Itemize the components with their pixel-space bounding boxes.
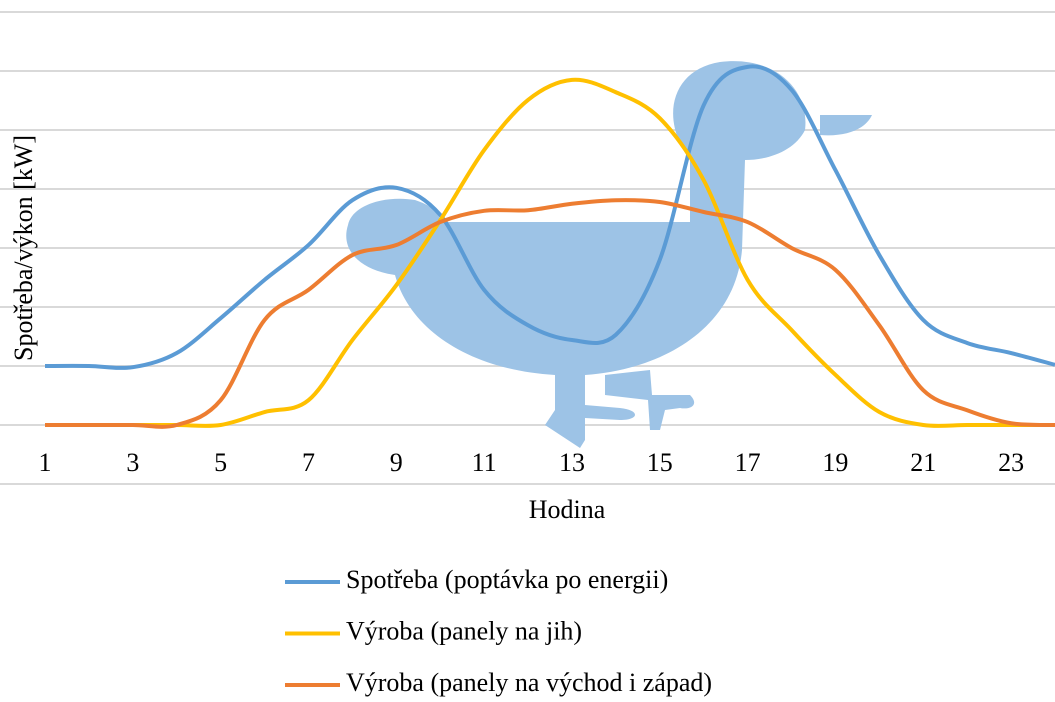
x-axis-title: Hodina — [529, 495, 606, 524]
x-tick-label: 19 — [822, 448, 848, 477]
x-tick-label: 3 — [126, 448, 139, 477]
legend-label: Výroba (panely na východ i západ) — [346, 668, 712, 697]
series-line — [44, 198, 1055, 429]
x-tick-label: 21 — [910, 448, 936, 477]
x-tick-label: 15 — [647, 448, 673, 477]
series-line — [44, 64, 1055, 370]
y-axis-title: Spotřeba/výkon [kW] — [9, 135, 38, 361]
x-tick-label: 1 — [39, 448, 52, 477]
x-tick-label: 7 — [302, 448, 315, 477]
x-tick-label: 5 — [214, 448, 227, 477]
x-tick-label: 13 — [559, 448, 585, 477]
x-tick-label: 11 — [472, 448, 497, 477]
x-tick-label: 9 — [390, 448, 403, 477]
x-tick-label: 23 — [998, 448, 1024, 477]
duck-illustration — [346, 61, 872, 448]
series-line — [44, 77, 1055, 428]
plot — [44, 64, 1055, 429]
legend-label: Spotřeba (poptávka po energii) — [346, 565, 668, 594]
x-tick-label: 17 — [735, 448, 761, 477]
legend-label: Výroba (panely na jih) — [346, 616, 582, 645]
